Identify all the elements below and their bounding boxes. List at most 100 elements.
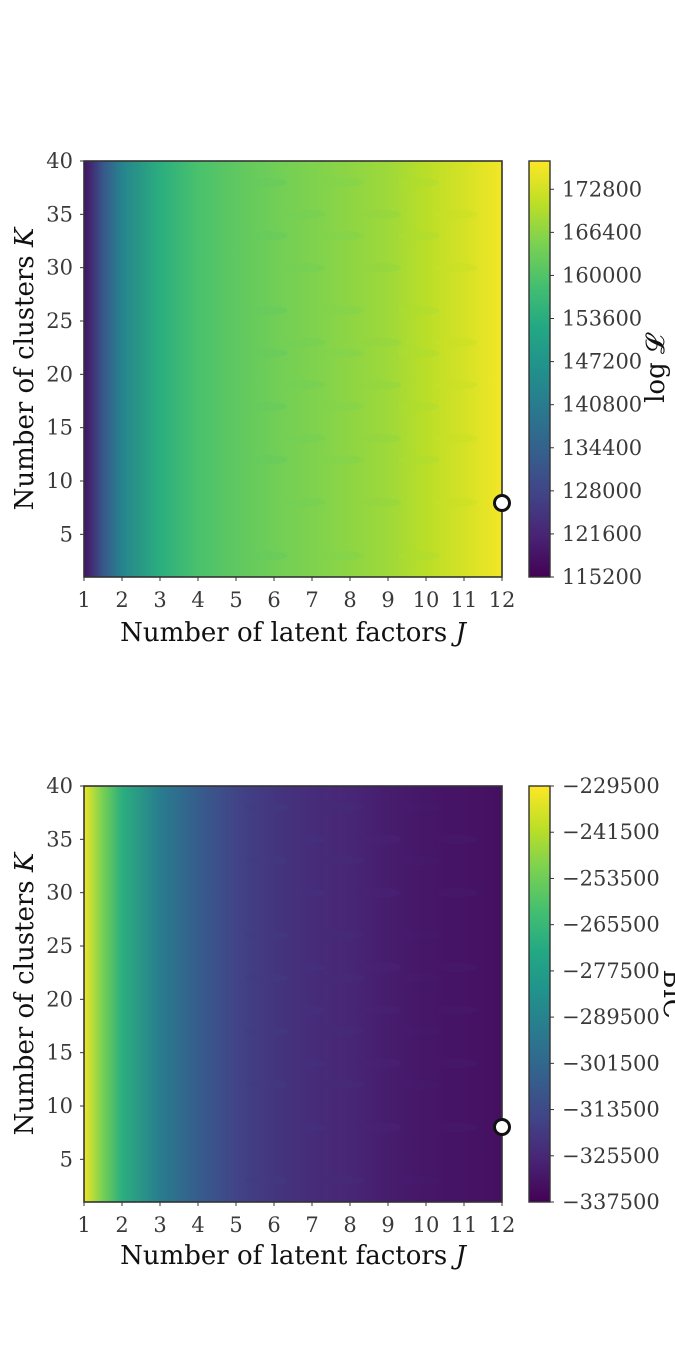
x-tick-label: 5	[229, 588, 242, 612]
colorbar-tick-label: −277500	[562, 959, 660, 983]
heatmap-texture-band	[360, 1123, 402, 1132]
colorbar-tick-label: 147200	[562, 350, 642, 374]
heatmap-texture-band	[436, 263, 478, 272]
x-tick-label: 8	[343, 1213, 356, 1237]
y-tick-label: 25	[46, 309, 73, 333]
colorbar-tick-label: −241500	[562, 820, 660, 844]
x-tick-label: 1	[77, 588, 90, 612]
heatmap-texture-band	[398, 402, 440, 411]
y-tick-label: 20	[46, 987, 73, 1011]
heatmap-texture-band	[398, 1027, 440, 1036]
y-tick-label: 30	[46, 881, 73, 905]
colorbar-tick-label: −301500	[562, 1051, 660, 1075]
y-tick-label: 5	[60, 522, 73, 546]
heatmap-texture-band	[436, 835, 478, 844]
x-tick-label: 6	[267, 588, 280, 612]
heatmap-texture-band	[246, 856, 288, 865]
loglik-colorbar-ticks: 172800 166400 160000 153600 147200 140800 1344…	[550, 177, 642, 589]
loglik-colorbar-label: log 𝓛	[641, 332, 671, 403]
heatmap-texture-band	[284, 1006, 326, 1015]
y-tick-label: 5	[60, 1147, 73, 1171]
heatmap-texture-band	[322, 178, 364, 187]
colorbar-tick-label: 140800	[562, 393, 642, 417]
colorbar-tick-label: −313500	[562, 1098, 660, 1122]
heatmap-texture-band	[398, 455, 440, 464]
heatmap-texture-band	[322, 231, 364, 240]
colorbar-tick-label: 172800	[562, 177, 642, 201]
heatmap-texture-band	[246, 931, 288, 940]
heatmap-texture-band	[322, 931, 364, 940]
heatmap-texture-band	[360, 263, 402, 272]
heatmap-texture-band	[246, 1080, 288, 1089]
heatmap-texture-band	[246, 1176, 288, 1185]
heatmap-texture-band	[246, 1027, 288, 1036]
heatmap-texture-band	[436, 888, 478, 897]
x-tick-label: 9	[381, 1213, 394, 1237]
y-tick-label: 10	[46, 469, 73, 493]
colorbar-tick-label: −265500	[562, 913, 660, 937]
heatmap-texture-band	[436, 210, 478, 219]
heatmap-texture-band	[436, 434, 478, 443]
heatmap-texture-band	[398, 551, 440, 560]
heatmap-texture-band	[322, 856, 364, 865]
x-tick-label: 1	[77, 1213, 90, 1237]
heatmap-texture-band	[360, 835, 402, 844]
heatmap-texture-band	[398, 974, 440, 983]
loglik-y-ticks: 5 10 15 20 25 30 35 40	[46, 149, 84, 546]
bic-y-ticks: 5 10 15 20 25 30 35 40	[46, 774, 84, 1171]
y-tick-label: 30	[46, 256, 73, 280]
colorbar-tick-label: 121600	[562, 522, 642, 546]
heatmap-texture-band	[322, 803, 364, 812]
heatmap-texture-band	[322, 551, 364, 560]
bic-heatmap	[84, 786, 502, 1202]
bic-y-axis-label: Number of clusters K	[10, 851, 40, 1135]
heatmap-texture-band	[360, 888, 402, 897]
heatmap-texture-band	[322, 349, 364, 358]
y-tick-label: 35	[46, 202, 73, 226]
x-tick-label: 10	[413, 1213, 440, 1237]
y-tick-label: 10	[46, 1094, 73, 1118]
x-tick-label: 4	[191, 1213, 204, 1237]
colorbar-tick-label: 128000	[562, 479, 642, 503]
heatmap-texture-band	[284, 888, 326, 897]
colorbar-tick-label: 134400	[562, 436, 642, 460]
heatmap-texture-band	[398, 856, 440, 865]
bic-optimum-marker	[495, 1120, 510, 1135]
colorbar-tick-label: −325500	[562, 1144, 660, 1168]
heatmap-texture-band	[360, 381, 402, 390]
loglik-x-axis-label: Number of latent factors J	[120, 618, 467, 648]
heatmap-texture-band	[398, 178, 440, 187]
x-tick-label: 3	[153, 1213, 166, 1237]
heatmap-texture-band	[360, 1006, 402, 1015]
heatmap-texture-band	[360, 434, 402, 443]
loglik-x-ticks: 1 2 3 4 5 6 7 8 9 10 11 12	[77, 577, 515, 612]
heatmap-texture-band	[322, 1176, 364, 1185]
colorbar-tick-label: 166400	[562, 220, 642, 244]
heatmap-texture-band	[398, 306, 440, 315]
colorbar-tick-label: −289500	[562, 1005, 660, 1029]
heatmap-texture-band	[436, 338, 478, 347]
x-tick-label: 2	[115, 588, 128, 612]
y-tick-label: 15	[46, 1041, 73, 1065]
heatmap-texture-band	[436, 498, 478, 507]
heatmap-texture-band	[246, 178, 288, 187]
y-tick-label: 15	[46, 416, 73, 440]
heatmap-texture-band	[360, 338, 402, 347]
bic-x-ticks: 1 2 3 4 5 6 7 8 9 10 11 12	[77, 1202, 515, 1237]
heatmap-texture-band	[360, 963, 402, 972]
bic-panel: 1 2 3 4 5 6 7 8 9 10 11 12 510152025303540 Number o…	[10, 774, 675, 1271]
heatmap-texture-band	[284, 835, 326, 844]
x-tick-label: 5	[229, 1213, 242, 1237]
x-tick-label: 7	[305, 588, 318, 612]
loglik-heatmap	[84, 161, 502, 577]
heatmap-texture-band	[284, 1059, 326, 1068]
bic-colorbar-ticks: −229500 −241500 −253500 −265500 −277500 −2895…	[550, 774, 660, 1214]
loglik-optimum-marker	[495, 496, 510, 511]
heatmap-texture-band	[360, 1059, 402, 1068]
y-tick-label: 25	[46, 934, 73, 958]
heatmap-texture-band	[284, 263, 326, 272]
x-tick-label: 12	[489, 1213, 516, 1237]
heatmap-texture-band	[398, 1176, 440, 1185]
y-tick-label: 35	[46, 827, 73, 851]
